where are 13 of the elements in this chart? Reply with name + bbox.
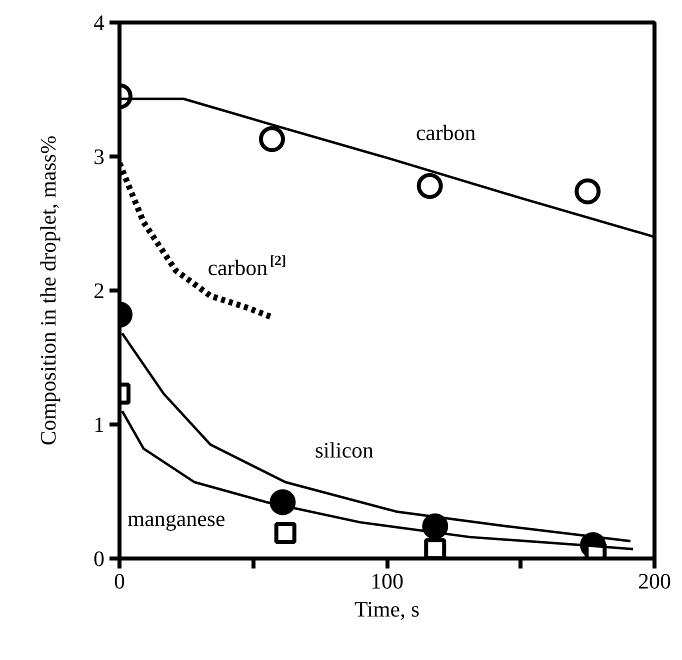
x-tick-label: 0 [114, 568, 125, 594]
x-tick-label: 100 [370, 568, 404, 594]
y-axis-title: Composition in the droplet, mass% [36, 136, 60, 446]
y-tick-label: 1 [94, 412, 104, 437]
x-tick-label: 200 [638, 568, 671, 594]
y-tick-label: 2 [94, 278, 104, 303]
series-label: carbon [416, 120, 476, 145]
text: manganese [128, 506, 226, 531]
y-tick-label: 0 [94, 546, 104, 571]
x-axis-title: Time, s [354, 596, 420, 622]
series-label: silicon [314, 437, 374, 462]
y-tick-label: 3 [94, 144, 104, 169]
y-tick-label: 4 [94, 10, 104, 35]
